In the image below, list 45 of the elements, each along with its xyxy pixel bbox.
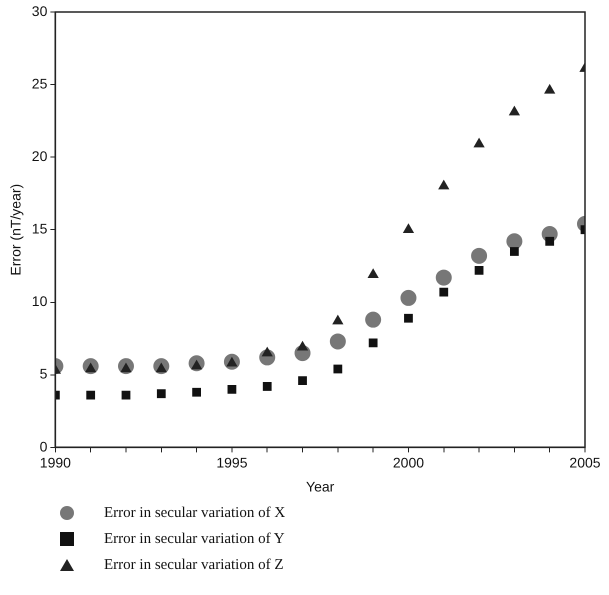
y-tick-label: 20: [32, 148, 48, 164]
y-tick-label: 0: [40, 438, 48, 454]
point: [368, 338, 378, 348]
legend-label: Error in secular variation of Z: [104, 556, 284, 574]
point: [404, 314, 413, 323]
x-tick-label: 1990: [40, 454, 72, 471]
legend-label: Error in secular variation of X: [104, 504, 286, 522]
point: [192, 388, 201, 397]
point: [330, 333, 346, 350]
y-tick-label: 30: [32, 2, 48, 19]
point: [506, 233, 522, 250]
x-tick-label: 2005: [569, 454, 601, 471]
point: [228, 384, 236, 394]
point: [365, 312, 382, 328]
x-tick-label: 2000: [392, 454, 424, 471]
point: [509, 106, 520, 116]
point: [439, 288, 448, 296]
point: [471, 248, 488, 264]
point: [297, 341, 308, 351]
point: [438, 180, 450, 190]
y-tick-label: 10: [32, 293, 48, 310]
point: [403, 224, 414, 233]
point: [262, 382, 272, 391]
y-axis-title: Error (nT/year): [7, 184, 24, 276]
x-axis-title: Year: [306, 478, 335, 494]
y-tick-label: 15: [32, 220, 48, 237]
y-tick-label: 5: [40, 366, 48, 382]
point: [436, 270, 452, 286]
legend-label: Error in secular variation of Y: [104, 530, 285, 548]
point: [156, 389, 166, 398]
point: [544, 84, 555, 94]
point: [400, 290, 416, 306]
y-tick-label: 25: [32, 75, 48, 92]
point: [333, 364, 342, 374]
point: [86, 390, 96, 400]
x-tick-label: 1995: [216, 454, 248, 471]
point: [545, 236, 554, 246]
point: [474, 138, 484, 148]
point: [474, 266, 484, 275]
point: [298, 376, 307, 386]
point: [510, 247, 519, 256]
point: [368, 268, 378, 278]
point: [122, 390, 130, 400]
point: [332, 315, 344, 324]
point: [262, 347, 272, 356]
